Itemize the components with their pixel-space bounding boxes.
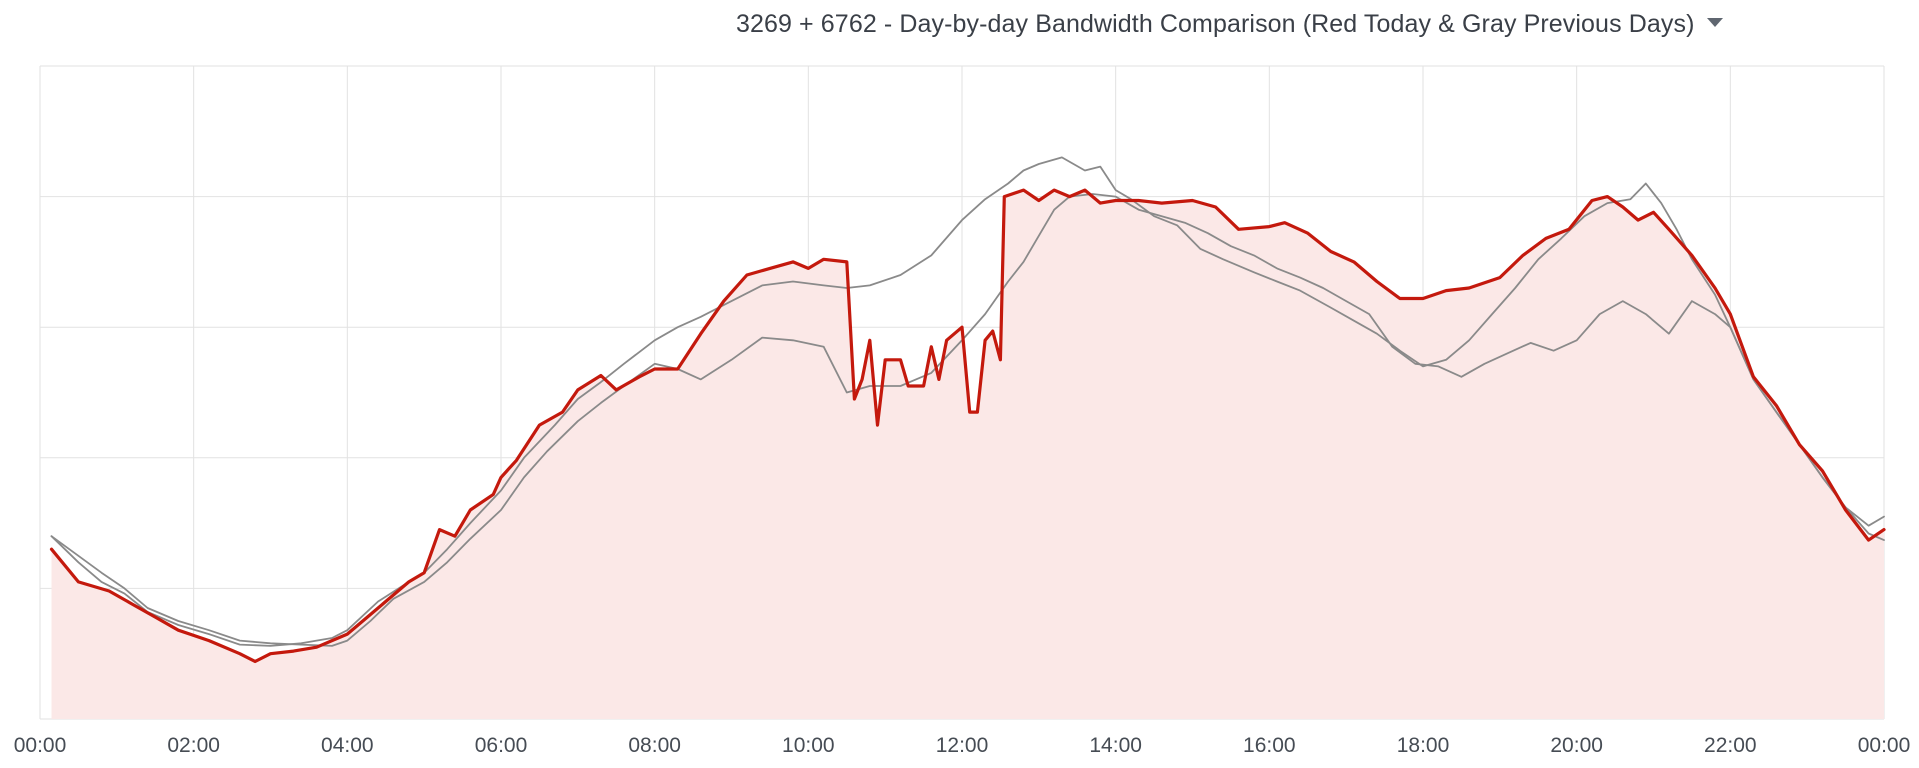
x-tick-label-0: 00:00 xyxy=(14,734,67,757)
series-line-previous-day-2 xyxy=(50,193,1885,647)
x-tick-label-5: 10:00 xyxy=(782,734,835,757)
panel-title-menu[interactable]: 3269 + 6762 - Day-by-day Bandwidth Compa… xyxy=(736,10,1723,39)
chart-series-lines xyxy=(49,156,1886,664)
x-tick-label-4: 08:00 xyxy=(628,734,681,757)
chevron-down-icon[interactable] xyxy=(1706,17,1723,27)
series-line-today xyxy=(49,188,1886,664)
panel-title: 3269 + 6762 - Day-by-day Bandwidth Compa… xyxy=(736,10,1695,38)
x-tick-label-8: 16:00 xyxy=(1243,734,1296,757)
chart-area-fill xyxy=(51,190,1884,720)
x-tick-label-7: 14:00 xyxy=(1089,734,1142,757)
series-area-today xyxy=(51,190,1884,720)
x-tick-label-3: 06:00 xyxy=(475,734,528,757)
x-tick-label-2: 04:00 xyxy=(321,734,374,757)
panel-header: 3269 + 6762 - Day-by-day Bandwidth Compa… xyxy=(0,6,1919,42)
x-tick-label-9: 18:00 xyxy=(1397,734,1450,757)
x-tick-label-12: 00:00 xyxy=(1858,734,1911,757)
x-tick-label-11: 22:00 xyxy=(1704,734,1757,757)
x-tick-label-1: 02:00 xyxy=(167,734,220,757)
x-axis-tick-labels: 00:00 02:00 04:00 06:00 08:00 10:00 12:00 14:00… xyxy=(14,734,1911,757)
x-tick-label-6: 12:00 xyxy=(936,734,989,757)
x-tick-label-10: 20:00 xyxy=(1550,734,1603,757)
